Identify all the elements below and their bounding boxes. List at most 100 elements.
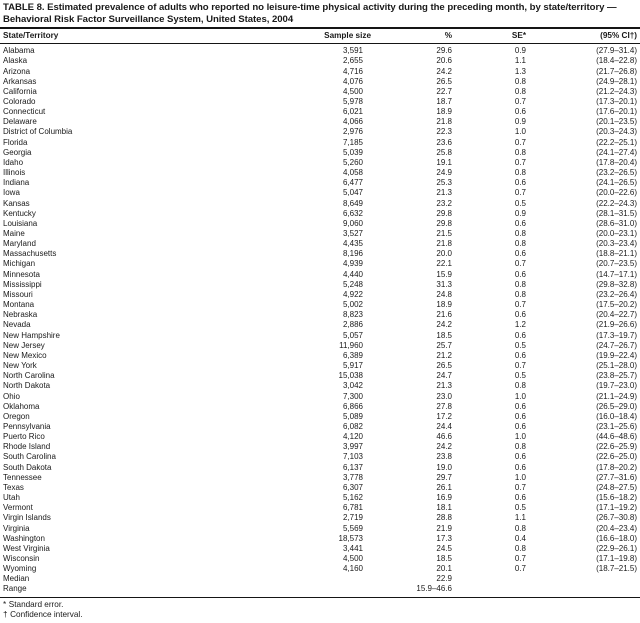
table-cell: (24.1–26.5)	[596, 178, 637, 188]
table-cell: Louisiana	[3, 218, 38, 228]
table-cell: Colorado	[3, 96, 36, 106]
table-cell: 5,162	[342, 493, 363, 503]
table-cell: 25.3	[436, 178, 452, 188]
table-cell: (22.6–25.9)	[596, 442, 637, 452]
table-cell: South Carolina	[3, 452, 56, 462]
table-cell: 9,060	[342, 218, 363, 228]
table-row: West Virginia 3,441 24.5 0.8 (22.9–26.1)	[0, 544, 640, 554]
table-cell: 4,058	[342, 168, 363, 178]
table-cell: 8,823	[342, 310, 363, 320]
table-cell: Virginia	[3, 523, 30, 533]
table-cell: 0.7	[514, 188, 526, 198]
table-cell: Maine	[3, 229, 25, 238]
table-cell: 6,632	[342, 208, 363, 218]
table-cell: 24.7	[436, 371, 452, 381]
table-cell: 6,021	[342, 107, 363, 117]
table-cell: 23.6	[436, 137, 452, 147]
table-cell: 0.6	[514, 178, 526, 188]
table-cell: 18.5	[436, 330, 452, 340]
table-cell: 4,922	[342, 289, 363, 299]
table-cell: (21.2–24.3)	[596, 86, 637, 96]
table-cell: (20.3–23.4)	[596, 239, 637, 249]
table-cell: (23.1–25.6)	[596, 421, 637, 431]
table-title: TABLE 8. Estimated prevalence of adults …	[3, 2, 617, 25]
table-cell: 0.6	[514, 411, 526, 421]
table-cell: 25.8	[436, 147, 452, 157]
table-cell: 0.8	[514, 289, 526, 299]
table-cell: 21.8	[436, 117, 452, 127]
footnotes: * Standard error. † Confidence interval.	[0, 598, 640, 620]
footnote-marker: †	[3, 609, 8, 619]
table-cell: 22.3	[436, 127, 452, 137]
table-cell: Arkansas	[3, 76, 37, 86]
footnote: † Confidence interval.	[3, 610, 637, 620]
table-cell: (15.6–18.2)	[596, 493, 637, 503]
table-cell: 21.3	[436, 188, 452, 198]
table-cell: 0.6	[514, 462, 526, 472]
table-cell: 24.5	[436, 543, 452, 553]
table-cell	[453, 574, 527, 584]
table-cell: Kentucky	[3, 208, 36, 218]
table-cell: (17.6–20.1)	[596, 107, 637, 117]
table-cell: 5,917	[342, 361, 363, 371]
table-cell: 4,076	[342, 76, 363, 86]
table-cell: 21.8	[436, 239, 452, 249]
table-cell: 1.0	[514, 391, 526, 401]
table-cell: 18.9	[436, 300, 452, 310]
table-cell: 6,307	[342, 482, 363, 492]
table-cell: Puerto Rico	[3, 432, 45, 442]
table-cell: 16.9	[436, 493, 452, 503]
column-header: State/Territory	[0, 27, 305, 45]
table-cell: 21.6	[436, 310, 452, 320]
table-cell: Florida	[3, 137, 28, 147]
table-cell: (24.7–26.7)	[596, 340, 637, 350]
table-cell: 15.9	[436, 269, 452, 279]
table-cell: 1.0	[514, 472, 526, 482]
table-cell: 0.7	[514, 300, 526, 310]
table-row: Florida 7,185 23.6 0.7 (22.2–25.1)	[0, 138, 640, 148]
table-cell: 0.4	[514, 533, 526, 543]
footnote-text: Standard error.	[6, 599, 64, 609]
table-cell: 5,089	[342, 411, 363, 421]
table-row: New Jersey 11,960 25.7 0.5 (24.7–26.7)	[0, 341, 640, 351]
table-row: Illinois 4,058 24.9 0.8 (23.2–26.5)	[0, 168, 640, 178]
table-cell: 0.7	[514, 137, 526, 147]
table-cell: 5,260	[342, 157, 363, 167]
table-cell: Massachusetts	[3, 249, 57, 259]
table-cell: 4,066	[342, 117, 363, 127]
table-cell: 0.8	[514, 76, 526, 86]
table-cell: 17.3	[436, 533, 452, 543]
table-row: Delaware 4,066 21.8 0.9 (20.1–23.5)	[0, 117, 640, 127]
table-cell: 0.5	[514, 371, 526, 381]
table-cell: (19.7–23.0)	[596, 381, 637, 391]
table-cell: New Hampshire	[3, 330, 60, 340]
table-cell: 22.7	[436, 86, 452, 96]
table-cell: 4,440	[342, 269, 363, 279]
table-cell: 0.8	[514, 239, 526, 249]
table-row: Tennessee 3,778 29.7 1.0 (27.7–31.6)	[0, 473, 640, 483]
table-cell: 4,939	[342, 259, 363, 269]
table-cell: 20.6	[436, 56, 452, 66]
table-cell: 0.5	[514, 503, 526, 513]
table-cell: Iowa	[3, 188, 20, 198]
table-row: Mississippi 5,248 31.3 0.8 (29.8–32.8)	[0, 280, 640, 290]
table-cell: 0.9	[514, 208, 526, 218]
table-cell: 3,591	[342, 46, 363, 56]
table-cell: Missouri	[3, 289, 33, 299]
table-row: Oregon 5,089 17.2 0.6 (16.0–18.4)	[0, 412, 640, 422]
table-cell: (18.7–21.5)	[596, 564, 637, 574]
table-cell: (16.0–18.4)	[596, 411, 637, 421]
table-cell: 24.4	[436, 421, 452, 431]
table-cell: 0.6	[514, 493, 526, 503]
table-row: Rhode Island 3,997 24.2 0.8 (22.6–25.9)	[0, 442, 640, 452]
table-row: Montana 5,002 18.9 0.7 (17.5–20.2)	[0, 300, 640, 310]
table-cell: (19.9–22.4)	[596, 350, 637, 360]
table-cell: (25.1–28.0)	[596, 361, 637, 371]
footnote-marker: *	[3, 599, 7, 609]
table-row: Nebraska 8,823 21.6 0.6 (20.4–22.7)	[0, 310, 640, 320]
column-header: SE*	[453, 27, 527, 45]
table-cell: (44.6–48.6)	[596, 432, 637, 442]
table-cell: 0.7	[514, 554, 526, 563]
table-cell: 2,886	[342, 320, 363, 330]
